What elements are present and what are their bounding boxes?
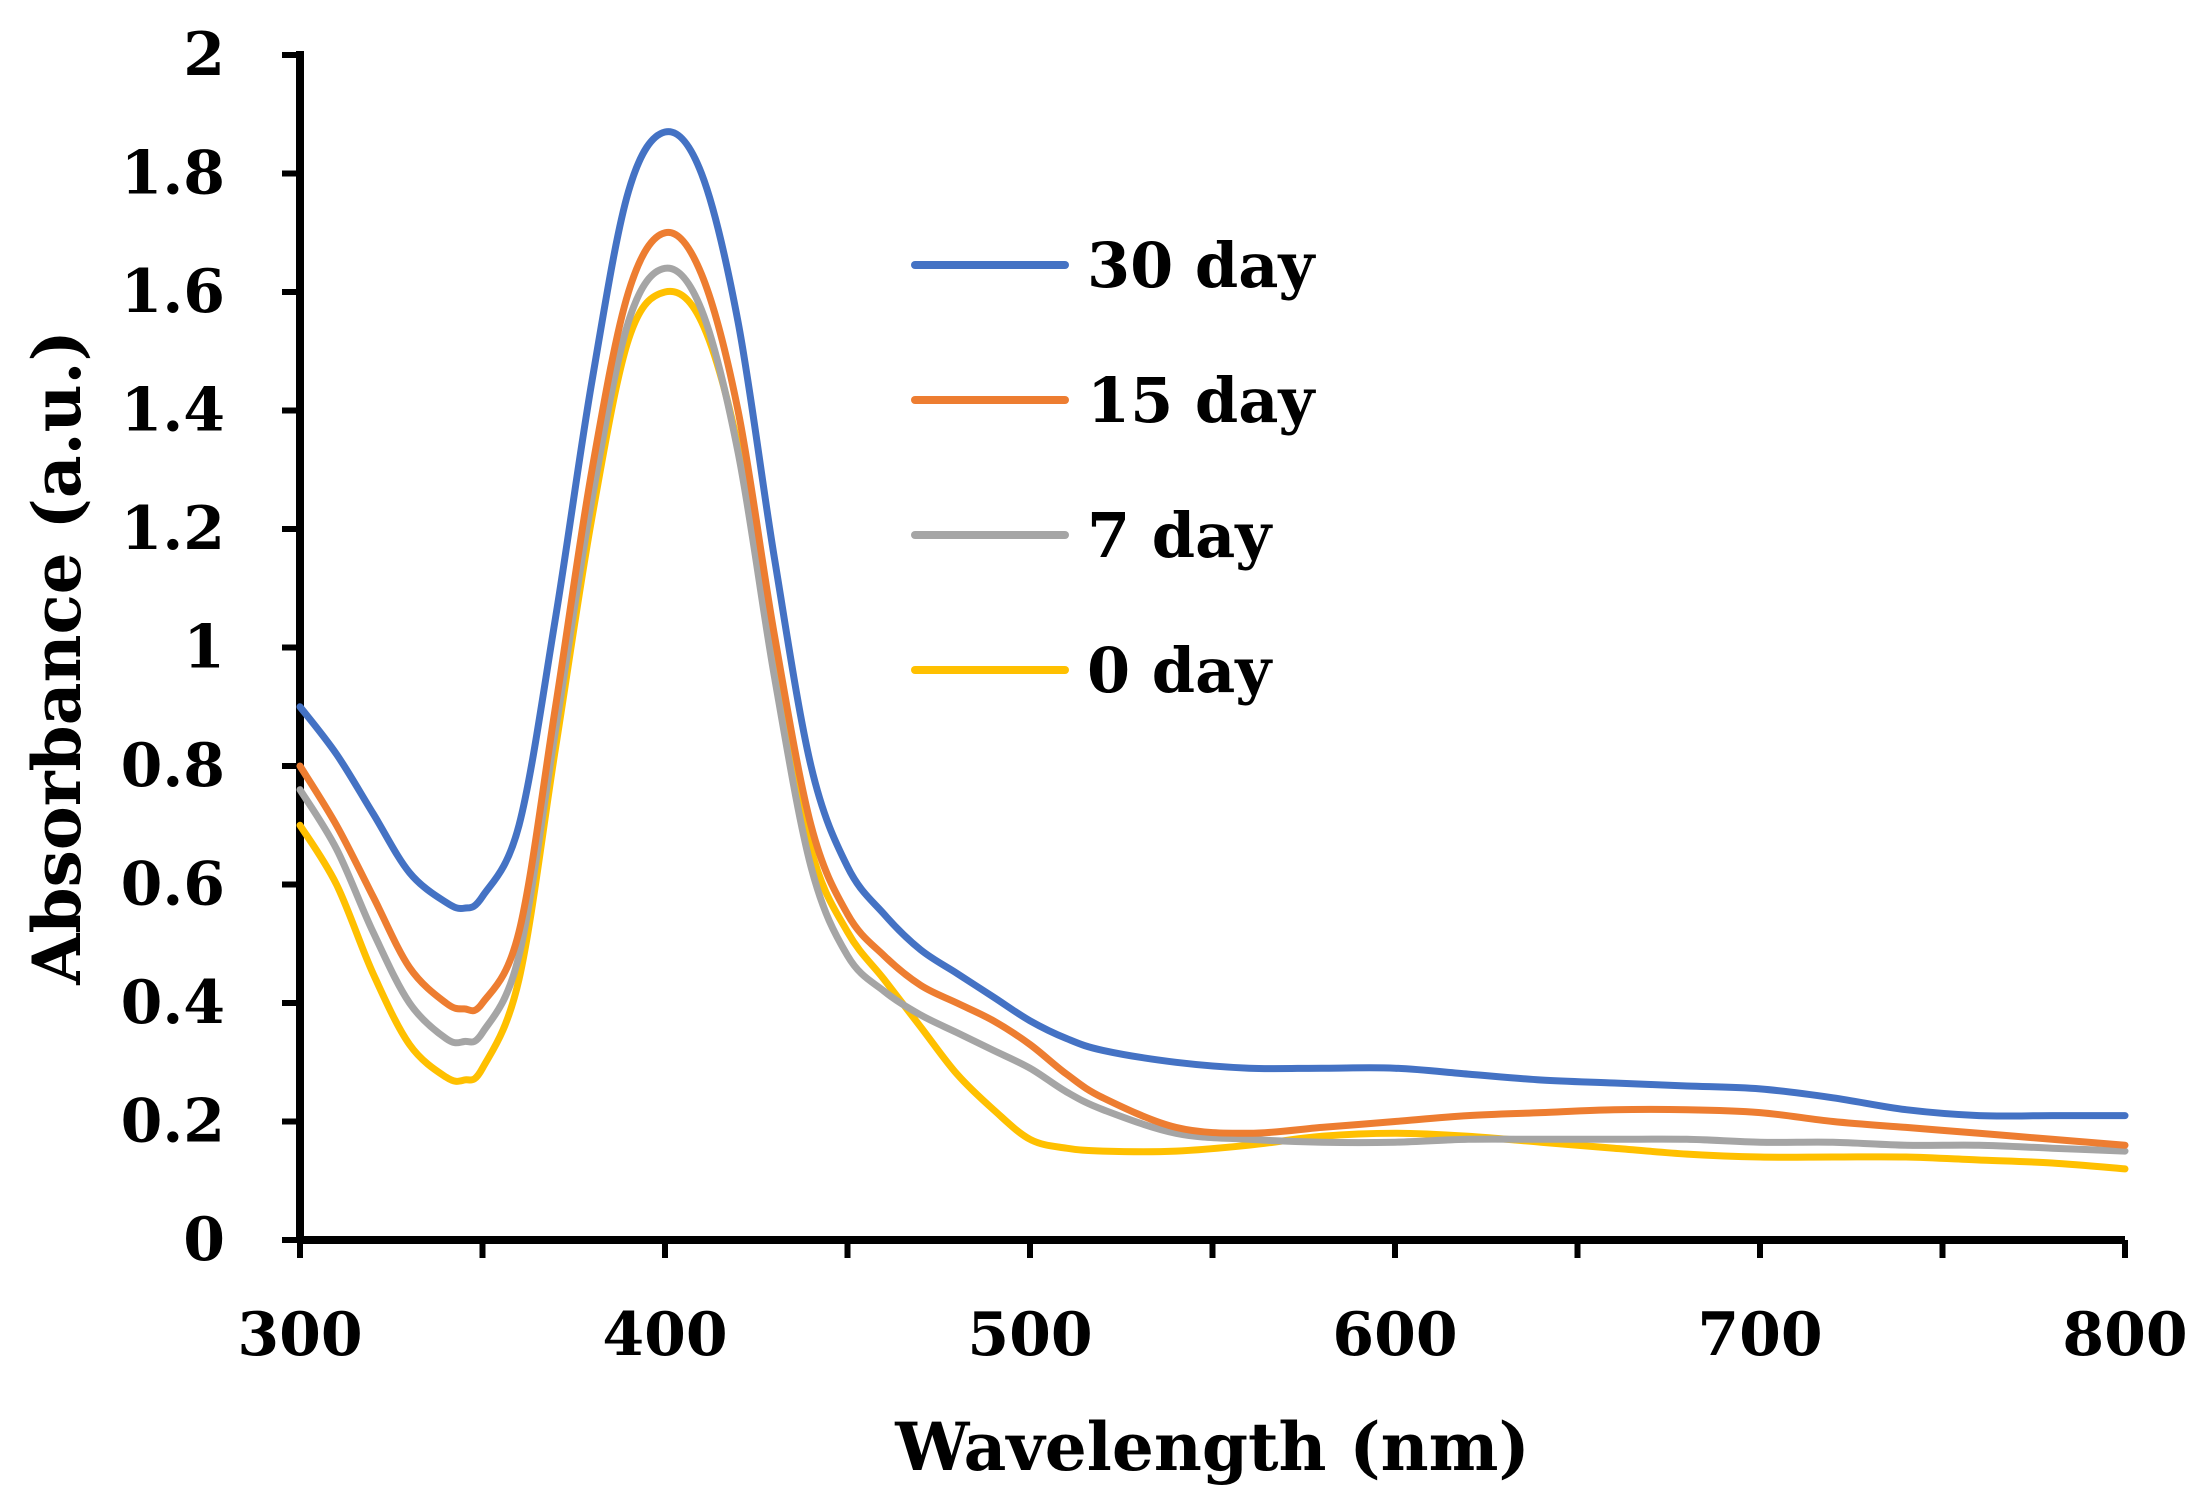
x-tick-label: 800 bbox=[2062, 1300, 2187, 1370]
x-axis-title: Wavelength (nm) bbox=[894, 1408, 1529, 1486]
x-tick-label: 700 bbox=[1697, 1300, 1822, 1370]
legend-label-15-day: 15 day bbox=[1087, 364, 1316, 437]
legend-label-7-day: 7 day bbox=[1087, 499, 1273, 572]
y-tick-label: 1.4 bbox=[121, 376, 225, 446]
y-tick-label: 1.2 bbox=[121, 494, 225, 564]
x-axis: 300 400 500 600 700 800 bbox=[237, 1236, 2188, 1370]
plot-series bbox=[296, 128, 2129, 1173]
y-tick-label: 0.2 bbox=[121, 1087, 225, 1157]
y-tick-label: 2 bbox=[183, 20, 225, 90]
y-tick-label: 0.8 bbox=[121, 731, 225, 801]
legend-label-0-day: 0 day bbox=[1087, 634, 1273, 707]
legend: 30 day 15 day 7 day 0 day bbox=[911, 229, 1316, 707]
x-tick-label: 300 bbox=[237, 1300, 362, 1370]
series-line-0-day bbox=[296, 287, 2129, 1173]
x-tick-label: 400 bbox=[602, 1300, 727, 1370]
y-tick-label: 0.4 bbox=[121, 968, 225, 1038]
y-tick-label: 1 bbox=[183, 613, 225, 683]
series-line-15-day bbox=[296, 229, 2129, 1149]
y-tick-label: 1.6 bbox=[121, 257, 225, 327]
x-tick-label: 600 bbox=[1332, 1300, 1457, 1370]
y-tick-label: 0 bbox=[183, 1205, 225, 1275]
legend-label-30-day: 30 day bbox=[1087, 229, 1316, 302]
y-tick-label: 0.6 bbox=[121, 850, 225, 920]
y-tick-label: 1.8 bbox=[121, 139, 225, 209]
y-axis: 0 0.2 0.4 0.6 0.8 1 1.2 1.4 1.6 1.8 2 bbox=[121, 20, 304, 1275]
x-tick-label: 500 bbox=[967, 1300, 1092, 1370]
series-line-7-day bbox=[296, 264, 2129, 1155]
y-axis-title: Absorbance (a.u.) bbox=[18, 330, 96, 986]
series-line-30-day bbox=[296, 128, 2129, 1120]
